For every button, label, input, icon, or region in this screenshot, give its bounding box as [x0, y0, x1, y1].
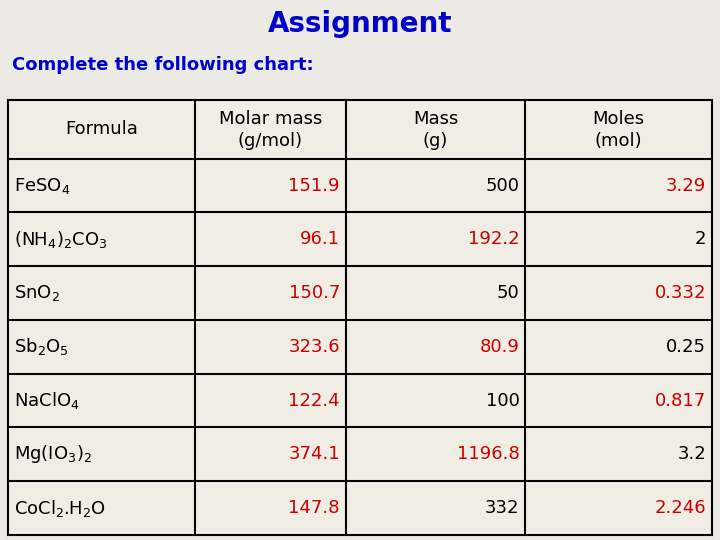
Text: 96.1: 96.1 [300, 231, 340, 248]
Text: SnO$_2$: SnO$_2$ [14, 283, 60, 303]
Text: 332: 332 [485, 499, 519, 517]
Polygon shape [8, 100, 712, 535]
Text: Moles: Moles [593, 110, 645, 129]
Text: 3.29: 3.29 [666, 177, 706, 194]
Text: 122.4: 122.4 [288, 392, 340, 410]
Text: 500: 500 [485, 177, 519, 194]
Text: (mol): (mol) [595, 132, 642, 150]
Text: 2.246: 2.246 [654, 499, 706, 517]
Text: 1196.8: 1196.8 [456, 446, 519, 463]
Text: 50: 50 [497, 284, 519, 302]
Text: 374.1: 374.1 [288, 446, 340, 463]
Text: 0.25: 0.25 [666, 338, 706, 356]
Text: FeSO$_4$: FeSO$_4$ [14, 176, 71, 195]
Text: Complete the following chart:: Complete the following chart: [12, 56, 314, 74]
Text: 100: 100 [485, 392, 519, 410]
Text: 2: 2 [695, 231, 706, 248]
Text: Sb$_2$O$_5$: Sb$_2$O$_5$ [14, 336, 69, 357]
Text: 150.7: 150.7 [289, 284, 340, 302]
Text: 3.2: 3.2 [678, 446, 706, 463]
Text: Formula: Formula [65, 120, 138, 138]
Text: (g/mol): (g/mol) [238, 132, 303, 150]
Text: Mass: Mass [413, 110, 459, 129]
Text: 0.817: 0.817 [654, 392, 706, 410]
Text: NaClO$_4$: NaClO$_4$ [14, 390, 80, 411]
Text: 192.2: 192.2 [468, 231, 519, 248]
Text: Molar mass: Molar mass [219, 110, 322, 129]
Text: (g): (g) [423, 132, 449, 150]
Text: Assignment: Assignment [268, 10, 452, 38]
Text: 147.8: 147.8 [289, 499, 340, 517]
Text: 323.6: 323.6 [288, 338, 340, 356]
Text: 0.332: 0.332 [654, 284, 706, 302]
Text: 80.9: 80.9 [480, 338, 519, 356]
Text: Mg(IO$_3$)$_2$: Mg(IO$_3$)$_2$ [14, 443, 92, 465]
Text: (NH$_4$)$_2$CO$_3$: (NH$_4$)$_2$CO$_3$ [14, 229, 108, 250]
Text: CoCl$_2$.H$_2$O: CoCl$_2$.H$_2$O [14, 498, 106, 518]
Text: 151.9: 151.9 [289, 177, 340, 194]
